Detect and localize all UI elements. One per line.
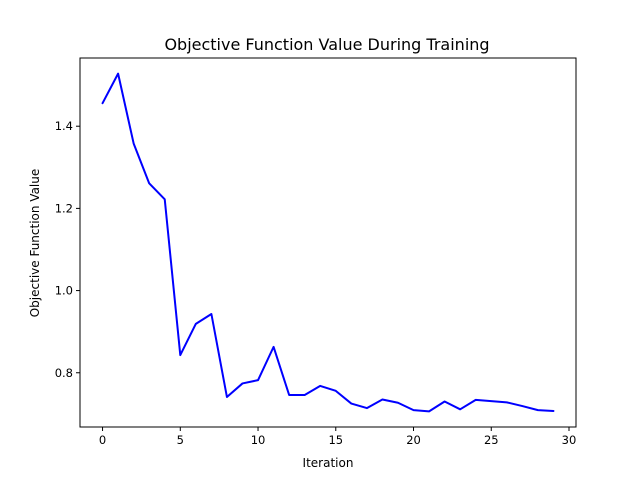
x-tick-label: 20 xyxy=(406,433,421,447)
y-axis-label: Objective Function Value xyxy=(28,169,42,318)
x-tick-label: 10 xyxy=(251,433,266,447)
axes-frame xyxy=(79,57,577,428)
y-tick-label: 1.2 xyxy=(55,201,73,215)
series-line xyxy=(101,72,555,413)
plot-area xyxy=(101,72,555,413)
y-tick-label: 0.8 xyxy=(55,366,73,380)
y-axis-ticks: 0.8 1.0 1.2 1.4 xyxy=(55,119,80,380)
x-tick-label: 15 xyxy=(328,433,343,447)
y-tick-label: 1.4 xyxy=(55,119,73,133)
x-tick-label: 25 xyxy=(484,433,499,447)
x-tick-label: 30 xyxy=(562,433,577,447)
x-axis-ticks: 0 5 10 15 20 25 30 xyxy=(99,427,576,447)
x-axis-label: Iteration xyxy=(303,456,354,470)
x-tick-label: 0 xyxy=(99,433,106,447)
chart-title: Objective Function Value During Training xyxy=(164,35,489,54)
x-tick-label: 5 xyxy=(177,433,184,447)
y-tick-label: 1.0 xyxy=(55,284,73,298)
